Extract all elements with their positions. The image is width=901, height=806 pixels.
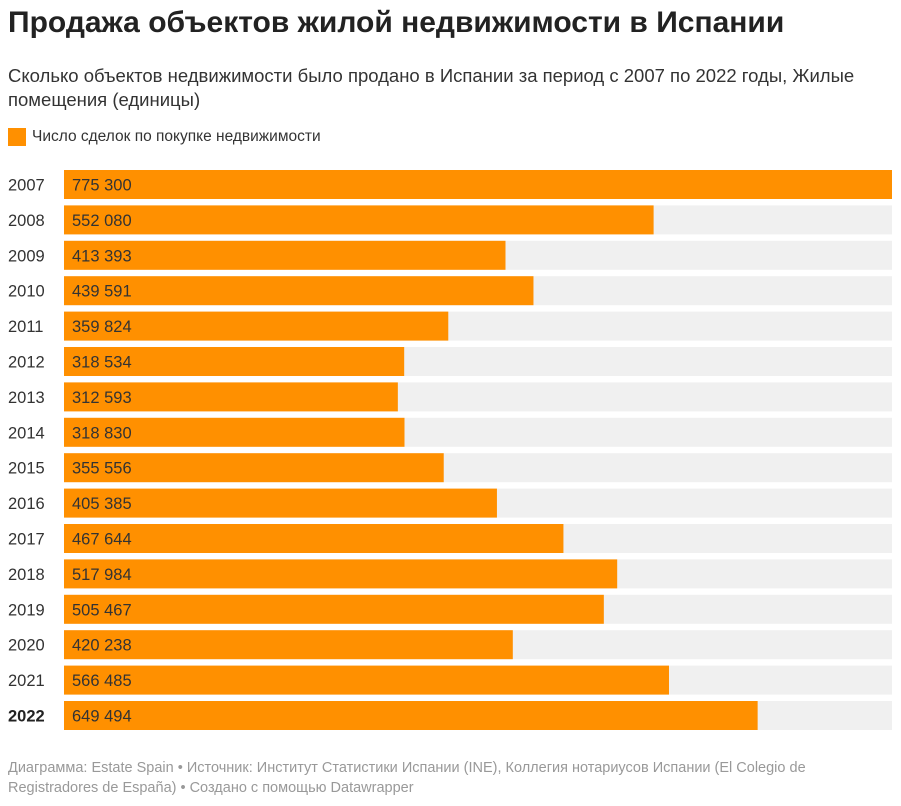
data-label: 405 385 — [72, 495, 132, 513]
bar — [64, 488, 497, 518]
legend-label: Число сделок по покупке недвижимости — [32, 128, 321, 145]
bar-row-2012: 2012 318 534 — [8, 347, 892, 376]
bar-row-2011: 2011 359 824 — [8, 311, 892, 341]
category-label: 2008 — [8, 212, 45, 230]
category-label: 2015 — [8, 460, 45, 478]
category-label: 2021 — [8, 672, 45, 690]
bar-row-2007: 2007 775 300 — [8, 170, 892, 199]
bar-row-2013: 2013 312 593 — [8, 382, 892, 412]
bar — [64, 347, 405, 376]
data-label: 318 534 — [72, 354, 132, 372]
bar — [64, 240, 506, 270]
category-label: 2019 — [8, 601, 45, 619]
bar-row-2020: 2020 420 238 — [8, 630, 892, 660]
bar-row-2014: 2014 318 830 — [8, 417, 892, 447]
data-label: 355 556 — [72, 460, 132, 478]
bar-row-2008: 2008 552 080 — [8, 205, 892, 235]
bar-row-2015: 2015 355 556 — [8, 453, 892, 483]
bar — [64, 170, 892, 199]
chart-title: Продажа объектов жилой недвижимости в Ис… — [8, 6, 785, 39]
bar-row-2022: 2022 649 494 — [8, 701, 892, 730]
bar — [64, 417, 405, 447]
data-label: 775 300 — [72, 177, 132, 195]
category-label: 2017 — [8, 531, 45, 549]
data-label: 566 485 — [72, 672, 132, 690]
bar — [64, 382, 398, 412]
bar — [64, 205, 654, 235]
data-label: 420 238 — [72, 637, 132, 655]
bar — [64, 701, 758, 730]
chart-footer: Диаграмма: Estate Spain • Источник: Инст… — [8, 760, 806, 796]
bar-row-2018: 2018 517 984 — [8, 559, 892, 589]
category-label: 2012 — [8, 354, 45, 372]
data-label: 359 824 — [72, 318, 132, 336]
bar-row-2010: 2010 439 591 — [8, 276, 892, 306]
data-label: 649 494 — [72, 708, 132, 726]
data-label: 312 593 — [72, 389, 132, 407]
bar-row-2021: 2021 566 485 — [8, 665, 892, 695]
data-label: 517 984 — [72, 566, 132, 584]
data-label: 318 830 — [72, 424, 132, 442]
chart-subtitle: Сколько объектов недвижимости было прода… — [8, 65, 855, 110]
bar — [64, 665, 669, 695]
category-label: 2020 — [8, 637, 45, 655]
data-label: 413 393 — [72, 247, 132, 265]
data-label: 552 080 — [72, 212, 132, 230]
bar — [64, 276, 534, 306]
bar-chart: 2007 775 300 2008 552 080 2009 413 393 2010 439… — [8, 170, 892, 730]
legend-swatch — [8, 128, 26, 146]
data-label: 467 644 — [72, 531, 132, 549]
bar-row-2009: 2009 413 393 — [8, 240, 892, 270]
bar — [64, 630, 513, 660]
bar — [64, 453, 444, 483]
category-label: 2010 — [8, 283, 45, 301]
category-label: 2014 — [8, 424, 45, 442]
bar — [64, 559, 618, 589]
bar — [64, 524, 564, 553]
category-label: 2013 — [8, 389, 45, 407]
category-label: 2009 — [8, 247, 45, 265]
bar-row-2017: 2017 467 644 — [8, 524, 892, 553]
data-label: 439 591 — [72, 283, 132, 301]
category-label: 2011 — [8, 318, 43, 336]
category-label: 2018 — [8, 566, 45, 584]
category-label: 2016 — [8, 495, 45, 513]
data-label: 505 467 — [72, 601, 132, 619]
bar-row-2019: 2019 505 467 — [8, 594, 892, 624]
category-label: 2007 — [8, 177, 45, 195]
bar — [64, 311, 449, 341]
bar-row-2016: 2016 405 385 — [8, 488, 892, 518]
category-label: 2022 — [8, 708, 45, 726]
legend: Число сделок по покупке недвижимости — [8, 128, 321, 146]
bar — [64, 594, 604, 624]
